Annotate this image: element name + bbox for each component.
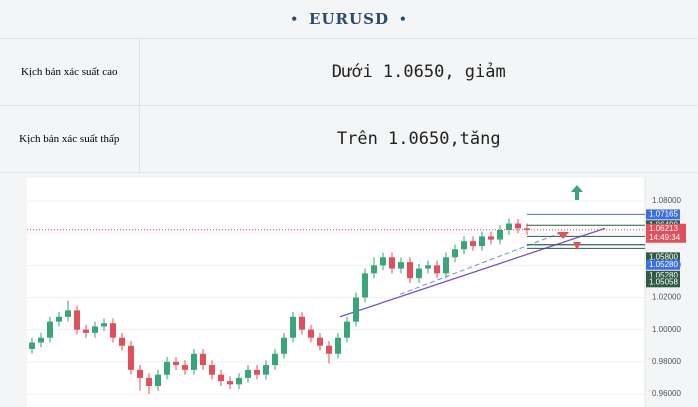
- price-label: 1.05280: [649, 271, 678, 280]
- candle-body: [137, 369, 143, 378]
- candle-body: [362, 273, 368, 298]
- candle-body: [344, 321, 350, 338]
- price-time: 14:49:34: [649, 233, 681, 242]
- arrow-down: [573, 242, 581, 250]
- candle-body: [92, 326, 98, 333]
- price-label: 1.05800: [649, 252, 678, 261]
- y-tick-label: 0.96000: [652, 389, 681, 398]
- candle-body: [515, 223, 521, 229]
- candle-body: [146, 377, 152, 386]
- candle-body: [389, 257, 395, 269]
- candle-body: [407, 262, 413, 279]
- row: Kịch bản xác suất cao Dưới 1.0650, giảm: [0, 38, 698, 106]
- candle-body: [470, 241, 476, 247]
- candle-body: [497, 229, 503, 240]
- candle-body: [56, 316, 62, 322]
- price-label: 1.05280: [649, 260, 678, 269]
- candle-body: [488, 236, 494, 240]
- candle-body: [47, 321, 53, 338]
- candle-body: [317, 337, 323, 346]
- price-label-bg: [646, 270, 680, 281]
- candle-body: [398, 262, 404, 269]
- candle-body: [479, 236, 485, 247]
- arrow-up: [571, 185, 583, 200]
- candle-body: [335, 337, 341, 354]
- trend-line: [399, 232, 561, 295]
- candle-body: [299, 316, 305, 330]
- candle-body: [38, 337, 44, 343]
- title: EURUSD: [309, 10, 389, 28]
- candle-body: [200, 353, 206, 366]
- candle-body: [380, 257, 386, 266]
- candle-body: [155, 374, 161, 386]
- candle-body: [308, 329, 314, 338]
- candle-body: [281, 337, 287, 354]
- price-label-bg: [646, 252, 680, 263]
- header: • EURUSD •: [290, 10, 408, 28]
- cell: Kịch bản xác suất cao: [0, 38, 140, 106]
- price-label-bg: [646, 223, 686, 243]
- candle-body: [371, 265, 377, 274]
- candle-body: [101, 323, 107, 327]
- candle-body: [191, 353, 197, 370]
- row: Kịch bản xác suất thấp Trên 1.0650,tăng: [0, 105, 698, 173]
- candle-body: [119, 337, 125, 346]
- candle-body: [452, 249, 458, 258]
- cell: Trên 1.0650,tăng: [139, 105, 698, 173]
- candle-body: [524, 228, 530, 230]
- candle-body: [227, 381, 233, 385]
- arrow-down: [557, 232, 569, 239]
- candle-body: [173, 361, 179, 366]
- y-tick-label: 0.98000: [652, 357, 681, 366]
- price-label-bg: [646, 277, 680, 288]
- candle-body: [416, 268, 422, 279]
- candle-body: [326, 345, 332, 354]
- y-tick-label: 1.00000: [652, 325, 681, 334]
- candle-body: [29, 342, 35, 349]
- candle-body: [245, 369, 251, 378]
- candle-body: [290, 316, 296, 338]
- price-label: 1.05058: [649, 277, 678, 286]
- y-tick-label: 1.02000: [652, 293, 681, 302]
- candle-body: [443, 257, 449, 274]
- scenario-table: Kịch bản xác suất cao Dưới 1.0650, giảm K…: [0, 38, 698, 173]
- candle-body: [83, 329, 89, 333]
- trend-line: [339, 227, 606, 318]
- price-label-bg: [646, 209, 680, 220]
- candle-body: [74, 310, 80, 330]
- candle-body: [353, 297, 359, 322]
- price-label: 1.06213: [649, 224, 678, 233]
- candle-body: [425, 265, 431, 269]
- candle-body: [506, 223, 512, 230]
- candle-body: [263, 365, 269, 375]
- candle-body: [65, 310, 71, 317]
- candle-body: [461, 241, 467, 250]
- candle-body: [272, 353, 278, 366]
- price-label-bg: [646, 259, 680, 270]
- candle-body: [164, 361, 170, 375]
- candle-body: [110, 323, 116, 338]
- cell: Kịch bản xác suất thấp: [0, 105, 140, 173]
- candle-body: [236, 377, 242, 385]
- cell: Dưới 1.0650, giảm: [139, 38, 698, 106]
- candle-body: [254, 369, 260, 375]
- chart: 1.080001.060001.040001.020001.000000.980…: [27, 178, 686, 407]
- candle-body: [182, 365, 188, 370]
- candle-body: [209, 365, 215, 375]
- plot-area: [27, 178, 645, 407]
- candle-body: [218, 374, 224, 382]
- y-tick-label: 1.08000: [652, 196, 681, 205]
- candle-body: [434, 265, 440, 274]
- candle-body: [128, 345, 134, 370]
- price-label: 1.07165: [649, 210, 678, 219]
